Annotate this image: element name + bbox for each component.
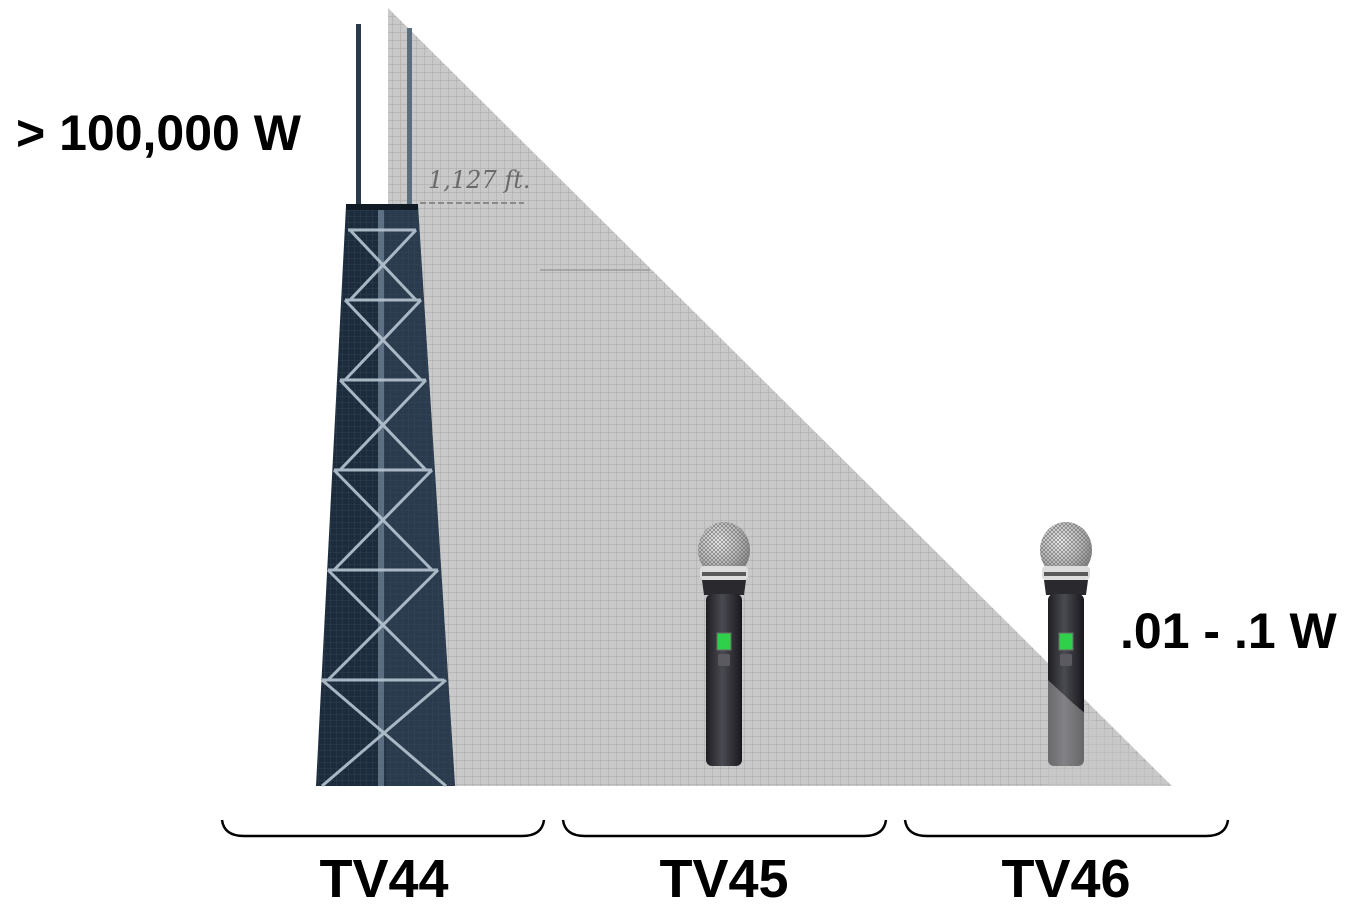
brace-tv45 <box>561 819 888 838</box>
brace-tv46 <box>903 819 1230 838</box>
height-annotation: 1,127 ft. <box>428 166 531 194</box>
low-power-label: .01 - .1 W <box>1120 603 1337 659</box>
tower-icon <box>316 24 455 788</box>
microphone-icon <box>1040 522 1172 786</box>
high-power-label: > 100,000 W <box>16 105 301 161</box>
channel-label-tv44: TV44 <box>319 849 449 909</box>
signal-coverage-triangle <box>388 8 1172 786</box>
channel-label-tv46: TV46 <box>1001 849 1131 909</box>
microphone-icon <box>698 522 750 766</box>
brace-tv44 <box>220 819 546 838</box>
channel-label-tv45: TV45 <box>659 849 789 909</box>
